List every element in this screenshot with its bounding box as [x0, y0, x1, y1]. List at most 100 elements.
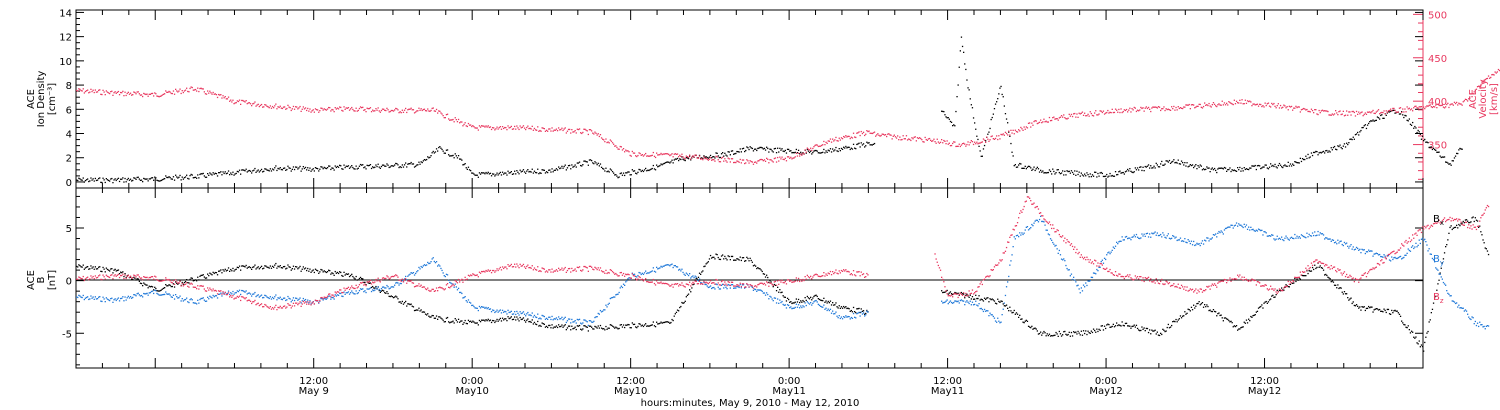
- density-series-point: [534, 171, 537, 174]
- density-series-point: [1150, 165, 1152, 167]
- density-series-point: [508, 172, 510, 174]
- velocity-series-point: [1475, 88, 1478, 90]
- density-series-point: [755, 148, 757, 150]
- velocity-series-point: [582, 131, 584, 134]
- bx-series-point: [426, 314, 428, 316]
- velocity-series-point: [167, 91, 169, 93]
- density-series-point: [1361, 127, 1363, 129]
- density-series-point: [813, 150, 815, 152]
- bx-series-point: [723, 258, 725, 260]
- bx-series-point: [1464, 219, 1467, 221]
- density-series-point: [1260, 167, 1262, 170]
- bx-series-point: [497, 320, 499, 322]
- velocity-series-point: [1011, 132, 1013, 134]
- density-series-point: [584, 160, 586, 162]
- density-series-point: [85, 179, 88, 181]
- density-series-point: [1068, 170, 1070, 172]
- bx-series-point: [992, 299, 994, 301]
- density-series-point: [249, 170, 252, 172]
- velocity-series-point: [1372, 109, 1374, 112]
- by-series-point: [991, 314, 993, 316]
- by-series-point: [424, 264, 427, 267]
- bx-series-point: [715, 253, 717, 255]
- velocity-series-point: [257, 103, 259, 105]
- bx-series-point: [713, 256, 715, 258]
- bx-series-point: [977, 297, 979, 300]
- by-series-point: [139, 295, 142, 297]
- velocity-series-point: [861, 132, 864, 135]
- bx-series-point: [694, 279, 696, 281]
- bx-series-point: [777, 286, 779, 288]
- density-series-point: [706, 156, 708, 159]
- bx-series-point: [276, 267, 278, 269]
- velocity-series-point: [412, 109, 415, 111]
- density-series-point: [734, 153, 736, 155]
- density-series-point: [788, 148, 790, 151]
- density-series-point: [221, 174, 223, 176]
- density-series-point: [104, 181, 106, 184]
- density-series-point: [1238, 169, 1240, 171]
- velocity-series-point: [1452, 104, 1454, 106]
- bx-series-point: [1230, 320, 1232, 322]
- velocity-series-point: [303, 108, 306, 110]
- density-series-point: [291, 168, 293, 170]
- by-series-point: [366, 288, 368, 290]
- density-series-point: [121, 178, 123, 180]
- velocity-series-point: [622, 148, 625, 150]
- velocity-series-point: [1169, 109, 1172, 111]
- velocity-series-point: [1021, 128, 1023, 130]
- density-series-point: [832, 148, 834, 150]
- velocity-series-point: [1349, 111, 1351, 113]
- by-series-point: [804, 302, 806, 304]
- velocity-series-point: [340, 106, 342, 109]
- velocity-series-point: [782, 158, 784, 160]
- bx-series-point: [1326, 274, 1328, 277]
- density-series-point: [212, 172, 214, 174]
- by-series-point: [1132, 236, 1134, 238]
- bx-series-point: [364, 281, 366, 283]
- bx-series-point: [999, 301, 1001, 303]
- velocity-series-point: [135, 93, 137, 95]
- velocity-series-point: [1262, 105, 1264, 107]
- bx-series-point: [1056, 333, 1058, 335]
- density-series-point: [387, 164, 389, 166]
- bx-series-point: [599, 324, 602, 327]
- by-series-point: [585, 320, 587, 322]
- bx-series-point: [840, 306, 843, 308]
- by-series-point: [481, 306, 483, 308]
- bx-series-point: [707, 261, 709, 263]
- velocity-series-point: [1141, 107, 1143, 110]
- bx-series-point: [1128, 325, 1130, 327]
- velocity-series-point: [1424, 108, 1426, 110]
- density-series-point: [1021, 167, 1023, 169]
- bx-series-point: [851, 311, 854, 313]
- by-series-point: [449, 281, 451, 284]
- velocity-series-point: [517, 127, 519, 129]
- bx-series-point: [1042, 332, 1044, 334]
- bx-series-point: [1340, 287, 1342, 289]
- bx-series-point: [1395, 310, 1397, 312]
- density-series-point: [441, 148, 443, 151]
- by-series-point: [342, 295, 344, 298]
- bx-series-point: [740, 259, 742, 262]
- velocity-series-point: [306, 109, 308, 112]
- density-series-point: [810, 150, 812, 152]
- velocity-series-point: [570, 132, 572, 134]
- density-series-point: [444, 152, 446, 154]
- density-series-point: [856, 143, 858, 146]
- velocity-series-point: [934, 141, 936, 143]
- bx-series-point: [213, 272, 215, 275]
- density-series-point: [1226, 170, 1228, 172]
- density-series-point: [122, 177, 124, 179]
- velocity-series-point: [844, 136, 846, 138]
- density-series-point: [144, 178, 146, 180]
- by-series-point: [170, 296, 172, 298]
- velocity-series-point: [1118, 108, 1120, 111]
- velocity-series-point: [365, 111, 367, 113]
- bx-series-point: [1029, 326, 1031, 328]
- velocity-series-point: [377, 107, 379, 109]
- density-series-point: [213, 173, 215, 175]
- velocity-series-point: [1026, 127, 1029, 129]
- velocity-series-point: [1376, 110, 1379, 112]
- velocity-series-point: [406, 111, 408, 114]
